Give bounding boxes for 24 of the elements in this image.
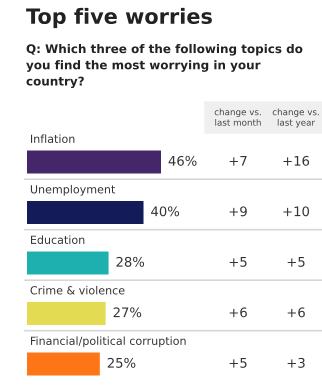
y-tick-label: Crime & violence — [30, 286, 124, 295]
y-tick-label: Inflation — [31, 134, 74, 144]
text: +9 — [230, 206, 247, 216]
text: change vs. last year — [272, 108, 319, 128]
data-label: 46% — [168, 156, 197, 166]
text: +7 — [230, 156, 247, 166]
y-tick-label: Financial/political corruption — [31, 336, 186, 348]
text: +5 — [230, 257, 247, 267]
data-label: 27% — [114, 307, 142, 318]
chart-title: Top five worries — [26, 8, 212, 28]
text: +10 — [283, 206, 310, 216]
text: +16 — [283, 156, 310, 166]
text: +5 — [288, 257, 305, 267]
text: +6 — [230, 307, 247, 318]
text: +6 — [288, 307, 305, 318]
data-label: 25% — [108, 358, 136, 368]
text: +3 — [288, 358, 305, 368]
data-label: 28% — [116, 256, 144, 267]
text: +5 — [230, 358, 247, 368]
text: change vs. last month — [214, 108, 261, 126]
chart-subtitle: Q: Which three of the following topics do you find the most worrying in your country? — [26, 44, 302, 88]
data-label: 40% — [151, 206, 180, 216]
y-tick-label: Education — [31, 235, 84, 244]
y-tick-label: Unemployment — [30, 184, 116, 196]
